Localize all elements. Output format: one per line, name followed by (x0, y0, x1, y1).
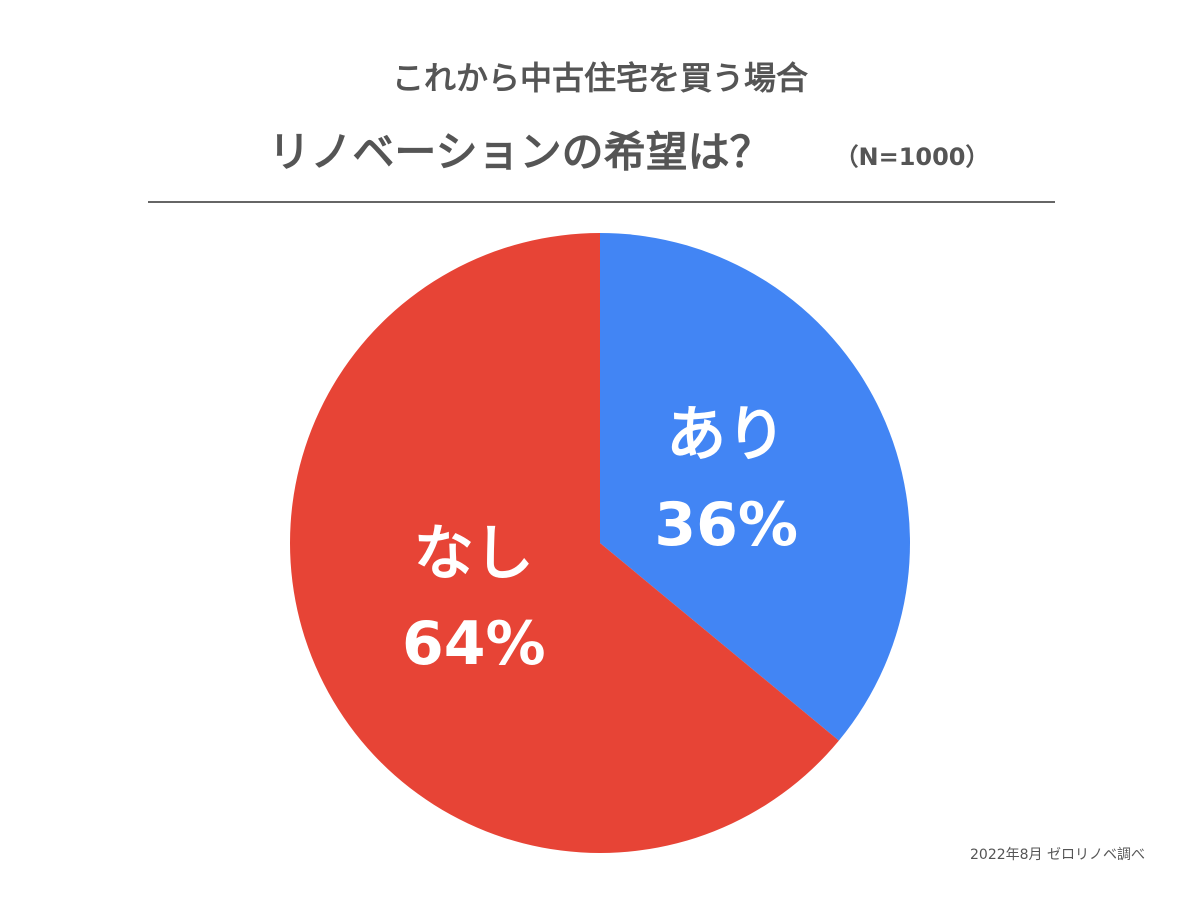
chart-subtitle: リノベーションの希望は？ (268, 128, 771, 177)
source-note: 2022年8月 ゼロリノベ調べ (970, 847, 1145, 863)
slice-value-label: 64% (402, 609, 546, 679)
pie-slice (600, 233, 910, 741)
chart-title: これから中古住宅を買う場合 (392, 59, 808, 97)
pie-slice (290, 233, 839, 853)
slice-category-label: なし (414, 519, 534, 589)
sample-note: （N=1000） (835, 143, 990, 171)
slice-category-label: あり (666, 400, 786, 470)
slice-value-label: 36% (654, 490, 798, 560)
